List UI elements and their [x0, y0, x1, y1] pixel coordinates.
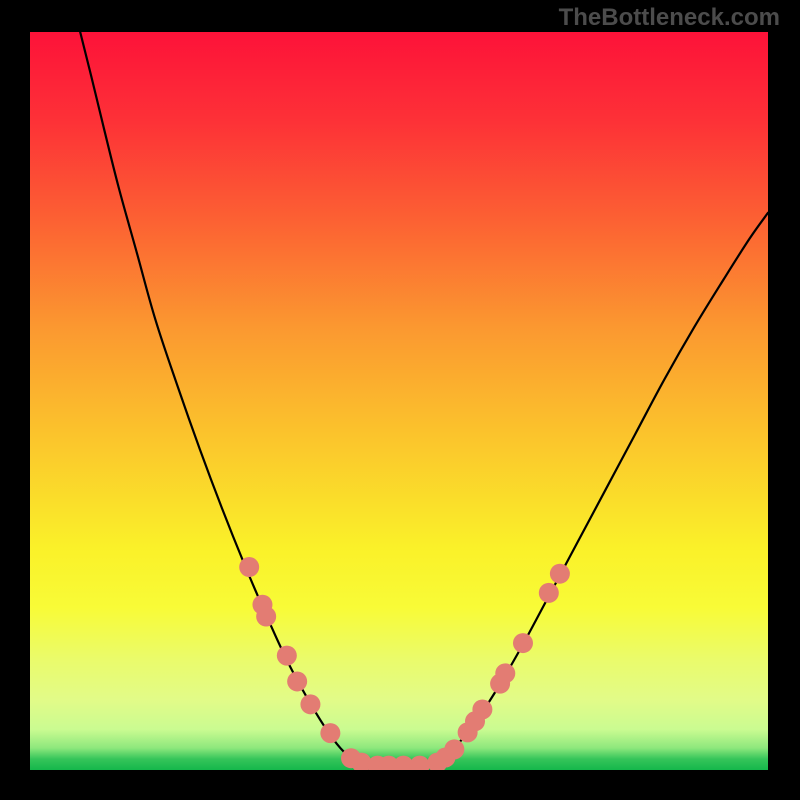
marker-dot [472, 699, 492, 719]
marker-dot [550, 564, 570, 584]
marker-dot [277, 646, 297, 666]
chart-container: TheBottleneck.com [0, 0, 800, 800]
watermark-text: TheBottleneck.com [559, 4, 780, 32]
marker-dot [256, 606, 276, 626]
plot-area [30, 32, 768, 770]
gradient-background [30, 32, 768, 770]
marker-dot [539, 583, 559, 603]
marker-dot [320, 723, 340, 743]
plot-svg [30, 32, 768, 770]
marker-dot [495, 663, 515, 683]
marker-dot [239, 557, 259, 577]
marker-dot [513, 633, 533, 653]
marker-dot [287, 671, 307, 691]
marker-dot [444, 739, 464, 759]
marker-dot [300, 694, 320, 714]
